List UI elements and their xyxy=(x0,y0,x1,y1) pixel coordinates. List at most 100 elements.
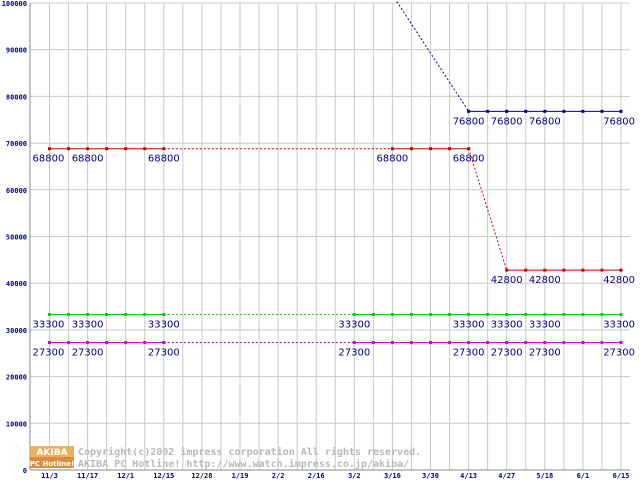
data-point-marker xyxy=(86,147,90,151)
data-point-marker xyxy=(505,109,509,113)
data-point-marker xyxy=(581,312,585,316)
data-label: 27300 xyxy=(491,348,523,359)
x-tick-label: 2/2 xyxy=(272,472,285,480)
data-point-marker xyxy=(505,312,509,316)
data-label: 27300 xyxy=(529,348,561,359)
data-label: 76800 xyxy=(603,116,635,127)
y-tick-label: 10000 xyxy=(6,420,27,428)
data-point-marker xyxy=(600,109,604,113)
data-point-marker xyxy=(352,312,356,316)
data-point-marker xyxy=(371,341,375,345)
x-tick-label: 11/17 xyxy=(77,472,98,480)
data-point-marker xyxy=(105,147,109,151)
data-label: 68800 xyxy=(148,154,180,165)
data-label: 33300 xyxy=(603,319,635,330)
y-tick-label: 0 xyxy=(23,467,27,475)
data-point-marker xyxy=(429,341,432,345)
data-label: 27300 xyxy=(148,348,180,359)
data-point-marker xyxy=(48,147,51,151)
y-tick-label: 60000 xyxy=(6,187,27,195)
data-point-marker xyxy=(524,268,528,272)
data-point-marker xyxy=(581,341,585,345)
x-tick-label: 12/15 xyxy=(153,472,174,480)
x-tick-label: 4/27 xyxy=(498,472,515,480)
data-point-marker xyxy=(48,341,51,345)
data-label: 33300 xyxy=(72,319,104,330)
data-point-marker xyxy=(581,109,585,113)
data-point-marker xyxy=(448,312,452,316)
data-point-marker xyxy=(581,268,585,272)
x-tick-label: 3/30 xyxy=(422,472,439,480)
data-point-marker xyxy=(543,268,547,272)
data-label: 33300 xyxy=(491,319,523,330)
data-point-marker xyxy=(409,341,413,345)
data-label: 68800 xyxy=(376,154,408,165)
copyright-line-2: AKIBA PC Hotline! http://www.watch.impre… xyxy=(78,458,409,470)
series-2 xyxy=(48,147,623,272)
data-point-marker xyxy=(619,268,623,272)
x-tick-label: 12/1 xyxy=(117,472,134,480)
data-point-marker xyxy=(162,312,166,316)
series-segment xyxy=(468,148,508,271)
y-tick-label: 90000 xyxy=(6,47,27,55)
data-point-marker xyxy=(486,312,490,316)
data-label: 68800 xyxy=(453,154,485,165)
data-point-marker xyxy=(124,312,128,316)
logo-text-hotline: PC Hotline! xyxy=(30,460,74,468)
x-tick-label: 3/16 xyxy=(384,472,401,480)
data-point-marker xyxy=(505,341,509,345)
data-label: 33300 xyxy=(338,319,370,330)
data-point-marker xyxy=(143,147,147,151)
data-point-marker xyxy=(86,341,90,345)
data-label: 42800 xyxy=(529,275,561,286)
series-4 xyxy=(48,341,623,345)
data-point-marker xyxy=(390,312,394,316)
data-point-marker xyxy=(409,147,413,151)
x-tick-label: 6/1 xyxy=(577,472,590,480)
data-point-marker xyxy=(543,312,547,316)
data-point-marker xyxy=(67,147,71,151)
data-label: 42800 xyxy=(491,275,523,286)
y-tick-label: 20000 xyxy=(6,374,27,382)
data-point-marker xyxy=(105,341,109,345)
data-point-marker xyxy=(524,341,528,345)
y-tick-label: 80000 xyxy=(6,93,27,101)
data-point-marker xyxy=(67,341,71,345)
data-label: 76800 xyxy=(491,116,523,127)
data-point-marker xyxy=(67,312,71,316)
data-label: 76800 xyxy=(453,116,485,127)
series-segment xyxy=(395,0,470,112)
x-tick-label: 6/15 xyxy=(613,472,630,480)
data-point-marker xyxy=(448,147,452,151)
data-label: 101770 xyxy=(373,0,411,3)
data-label: 33300 xyxy=(453,319,485,330)
series-3 xyxy=(48,312,623,316)
series-layer xyxy=(48,0,623,345)
data-point-marker xyxy=(619,109,623,113)
data-label: 76800 xyxy=(529,116,561,127)
data-point-marker xyxy=(352,341,356,345)
data-point-marker xyxy=(124,341,128,345)
data-point-marker xyxy=(467,109,471,113)
logo-box-bottom xyxy=(30,457,74,468)
data-point-marker xyxy=(467,312,471,316)
y-tick-label: 70000 xyxy=(6,140,27,148)
x-tick-label: 11/3 xyxy=(41,472,58,480)
data-label: 68800 xyxy=(72,154,104,165)
data-label: 101770 xyxy=(145,0,183,3)
data-point-marker xyxy=(429,147,432,151)
data-label: 27300 xyxy=(33,348,65,359)
data-point-marker xyxy=(448,341,452,345)
series-1 xyxy=(395,0,623,113)
data-label: 33300 xyxy=(148,319,180,330)
data-point-marker xyxy=(143,341,147,345)
grid xyxy=(30,2,630,471)
data-point-marker xyxy=(543,341,547,345)
data-label: 33300 xyxy=(529,319,561,330)
data-label: 27300 xyxy=(72,348,104,359)
data-label: 101770 xyxy=(69,0,107,3)
y-tick-label: 30000 xyxy=(6,327,27,335)
data-point-marker xyxy=(390,147,394,151)
